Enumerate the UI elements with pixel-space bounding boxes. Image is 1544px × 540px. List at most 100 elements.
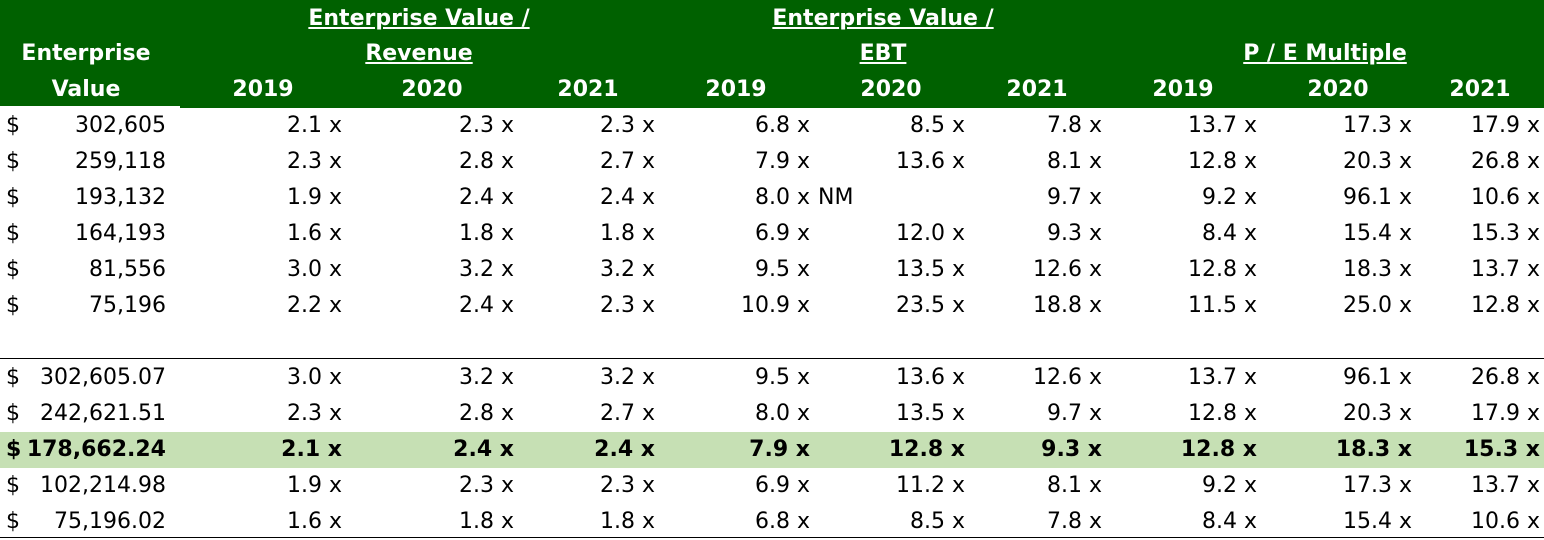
multiple-cell: 2.7 x: [600, 149, 655, 174]
multiple-cell: 6.8 x: [755, 113, 810, 138]
multiple-cell: 25.0 x: [1343, 293, 1412, 318]
enterprise-value-cell: 193,132: [75, 185, 166, 210]
multiple-cell: 7.9 x: [749, 437, 810, 462]
not-meaningful-note: NM: [818, 185, 854, 210]
multiple-cell: 15.4 x: [1343, 509, 1412, 534]
enterprise-value-cell: 75,196: [89, 293, 166, 318]
multiple-cell: 18.3 x: [1335, 437, 1412, 462]
enterprise-value-cell: 259,118: [75, 149, 166, 174]
multiple-cell: 1.9 x: [287, 185, 342, 210]
multiple-cell: 1.9 x: [287, 473, 342, 498]
header-ev-line1: Enterprise: [21, 41, 151, 66]
table-row: $75,196 2.2 x 2.4 x 2.3 x 10.9 x 23.5 x 18.8 x…: [0, 288, 1544, 324]
table-row: $102,214.98 1.9 x 2.3 x 2.3 x 6.9 x 11.2 x 8.1…: [0, 468, 1544, 504]
multiple-cell: 2.3 x: [600, 293, 655, 318]
multiple-cell: 12.8 x: [1188, 257, 1257, 282]
multiple-cell: 96.1 x: [1343, 365, 1412, 390]
multiple-cell: 13.7 x: [1188, 113, 1257, 138]
multiple-cell: 26.8 x: [1471, 149, 1540, 174]
multiple-cell: 3.0 x: [287, 365, 342, 390]
enterprise-value-cell: 81,556: [89, 257, 166, 282]
header-group-ebt-line2: EBT: [859, 41, 907, 66]
header-year: 2020: [860, 77, 922, 102]
multiple-cell: 20.3 x: [1343, 401, 1412, 426]
multiple-cell: 6.8 x: [755, 509, 810, 534]
multiple-cell: 96.1 x: [1343, 185, 1412, 210]
multiple-cell: 12.8 x: [1471, 293, 1540, 318]
multiple-cell: 10.6 x: [1471, 185, 1540, 210]
multiple-cell: 2.3 x: [287, 401, 342, 426]
dollar-sign: $: [6, 437, 22, 462]
multiple-cell: 8.0 x: [755, 401, 810, 426]
multiple-cell: 2.3 x: [287, 149, 342, 174]
header-group-revenue-line1: Enterprise Value /: [308, 6, 530, 31]
multiple-cell: 23.5 x: [896, 293, 965, 318]
multiple-cell: 7.8 x: [1047, 113, 1102, 138]
multiple-cell: 8.0 x: [755, 185, 810, 210]
multiple-cell: 18.3 x: [1343, 257, 1412, 282]
table-row: $81,556 3.0 x 3.2 x 3.2 x 9.5 x 13.5 x 12.6 x 1…: [0, 252, 1544, 288]
multiple-cell: 3.2 x: [600, 365, 655, 390]
multiple-cell: 13.7 x: [1188, 365, 1257, 390]
table-row: $302,605 2.1 x 2.3 x 2.3 x 6.8 x 8.5 x 7.8 x 13…: [0, 108, 1544, 144]
header-ev-line2: Value: [51, 77, 121, 102]
multiple-cell: 2.2 x: [287, 293, 342, 318]
enterprise-value-cell: 302,605.07: [40, 365, 166, 390]
multiple-cell: 12.6 x: [1033, 365, 1102, 390]
dollar-sign: $: [6, 509, 20, 534]
multiple-cell: 10.6 x: [1471, 509, 1540, 534]
table-header: Enterprise Value Enterprise Value / Reve…: [0, 0, 1544, 106]
multiple-cell: 10.9 x: [741, 293, 810, 318]
multiple-cell: 17.9 x: [1471, 113, 1540, 138]
multiple-cell: 2.1 x: [281, 437, 342, 462]
multiple-cell: 1.8 x: [459, 221, 514, 246]
multiple-cell: 1.8 x: [600, 221, 655, 246]
header-year: 2020: [1307, 77, 1369, 102]
multiple-cell: 8.5 x: [910, 509, 965, 534]
multiple-cell: 11.2 x: [896, 473, 965, 498]
dollar-sign: $: [6, 221, 20, 246]
multiple-cell: 1.8 x: [600, 509, 655, 534]
multiple-cell: 1.6 x: [287, 509, 342, 534]
dollar-sign: $: [6, 113, 20, 138]
multiple-cell: 1.8 x: [459, 509, 514, 534]
table-row: $75,196.02 1.6 x 1.8 x 1.8 x 6.8 x 8.5 x 7.8 x…: [0, 504, 1544, 540]
header-year: 2021: [1449, 77, 1511, 102]
table-row: $259,118 2.3 x 2.8 x 2.7 x 7.9 x 13.6 x 8.1 x 1…: [0, 144, 1544, 180]
dollar-sign: $: [6, 257, 20, 282]
header-year: 2021: [557, 77, 619, 102]
enterprise-value-cell: 75,196.02: [54, 509, 166, 534]
header-year: 2019: [1152, 77, 1214, 102]
multiple-cell: 9.7 x: [1047, 401, 1102, 426]
enterprise-value-cell: 302,605: [75, 113, 166, 138]
multiple-cell: 2.3 x: [600, 113, 655, 138]
dollar-sign: $: [6, 401, 20, 426]
dollar-sign: $: [6, 365, 20, 390]
multiple-cell: 13.7 x: [1471, 257, 1540, 282]
multiple-cell: 8.5 x: [910, 113, 965, 138]
header-year: 2019: [232, 77, 294, 102]
header-year: 2021: [1006, 77, 1068, 102]
multiple-cell: 3.2 x: [600, 257, 655, 282]
multiple-cell: 17.3 x: [1343, 473, 1412, 498]
multiple-cell: 2.3 x: [459, 113, 514, 138]
multiple-cell: 9.3 x: [1041, 437, 1102, 462]
multiple-cell: 2.4 x: [453, 437, 514, 462]
bottom-border: [0, 537, 1544, 538]
multiple-cell: 26.8 x: [1471, 365, 1540, 390]
multiple-cell: 13.6 x: [896, 365, 965, 390]
multiple-cell: 1.6 x: [287, 221, 342, 246]
multiple-cell: 3.2 x: [459, 257, 514, 282]
multiple-cell: 13.5 x: [896, 401, 965, 426]
multiple-cell: 9.2 x: [1202, 473, 1257, 498]
table-row: $242,621.51 2.3 x 2.8 x 2.7 x 8.0 x 13.5 x 9.7…: [0, 396, 1544, 432]
multiple-cell: 2.3 x: [459, 473, 514, 498]
multiple-cell: 8.1 x: [1047, 149, 1102, 174]
header-group-pe: P / E Multiple: [1243, 41, 1407, 66]
multiple-cell: 8.4 x: [1202, 221, 1257, 246]
enterprise-value-cell: 102,214.98: [40, 473, 166, 498]
multiple-cell: 2.4 x: [459, 185, 514, 210]
multiple-cell: 2.8 x: [459, 401, 514, 426]
multiple-cell: 9.3 x: [1047, 221, 1102, 246]
multiple-cell: 6.9 x: [755, 221, 810, 246]
